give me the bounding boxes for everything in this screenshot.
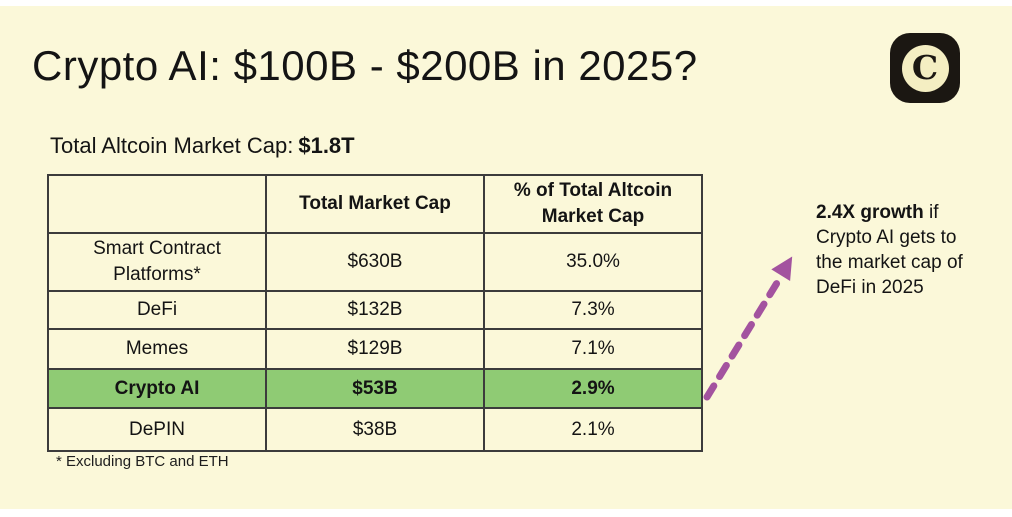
market-cap-cell: $38B	[265, 407, 485, 452]
percent-cell: 2.1%	[483, 407, 703, 452]
market-cap-cell: $132B	[265, 290, 485, 330]
logo-letter: C	[911, 47, 939, 87]
subtitle-value: $1.8T	[298, 133, 355, 158]
market-cap-cell: $630B	[265, 232, 485, 292]
table-header: Total Market Cap% of Total Altcoin Marke…	[47, 174, 703, 234]
table-row-smart-contract-platforms: Smart Contract Platforms* $630B 35.0%	[47, 232, 703, 292]
table-row-crypto-ai: Crypto AI $53B 2.9%	[47, 368, 703, 409]
market-cap-cell: $129B	[265, 328, 485, 370]
table-row-defi: DeFi $132B 7.3%	[47, 290, 703, 330]
page-title: Crypto AI: $100B - $200B in 2025?	[32, 42, 698, 89]
percent-cell: 7.3%	[483, 290, 703, 330]
category-cell: Crypto AI	[47, 368, 267, 409]
column-header-0	[47, 174, 267, 234]
table-row-depin: DePIN $38B 2.1%	[47, 407, 703, 452]
table-row-memes: Memes $129B 7.1%	[47, 328, 703, 370]
growth-annotation: 2.4X growth if Crypto AI gets to the mar…	[816, 200, 970, 300]
table-body: Smart Contract Platforms* $630B 35.0% DeFi $…	[47, 232, 703, 452]
column-header-1: Total Market Cap	[265, 174, 485, 234]
growth-annotation-text: if Crypto AI gets to the market cap of D…	[816, 202, 963, 298]
category-cell: Smart Contract Platforms*	[47, 232, 267, 292]
percent-cell: 35.0%	[483, 232, 703, 292]
header-row: Total Market Cap% of Total Altcoin Marke…	[47, 174, 703, 234]
category-cell: DeFi	[47, 290, 267, 330]
percent-cell: 2.9%	[483, 368, 703, 409]
growth-arrow-icon	[703, 256, 793, 401]
market-cap-cell: $53B	[265, 368, 485, 409]
category-cell: Memes	[47, 328, 267, 370]
logo-coin-circle: C	[901, 44, 949, 92]
coin-bureau-logo-icon: C	[890, 33, 960, 103]
subtitle-label: Total Altcoin Market Cap:	[50, 133, 294, 158]
percent-cell: 7.1%	[483, 328, 703, 370]
growth-annotation-bold: 2.4X growth	[816, 202, 924, 223]
table-footnote: * Excluding BTC and ETH	[56, 453, 229, 470]
market-cap-table: Total Market Cap% of Total Altcoin Marke…	[47, 174, 703, 452]
column-header-2: % of Total Altcoin Market Cap	[483, 174, 703, 234]
subtitle: Total Altcoin Market Cap: $1.8T	[50, 133, 355, 159]
category-cell: DePIN	[47, 407, 267, 452]
